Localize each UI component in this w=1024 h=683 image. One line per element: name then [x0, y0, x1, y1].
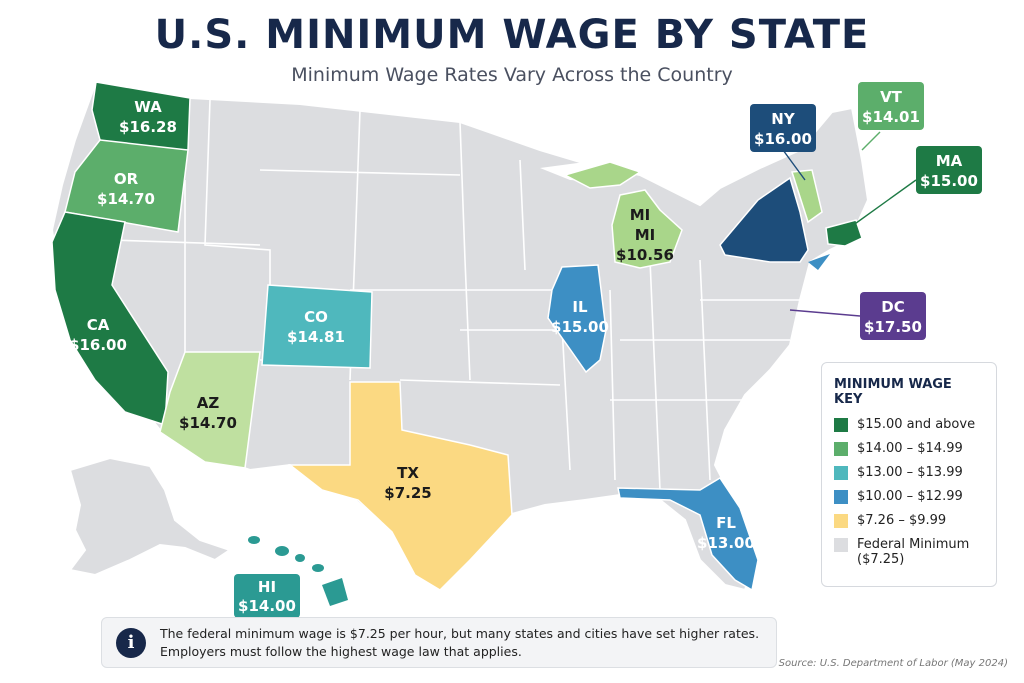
legend-item: $14.00 – $14.99 — [834, 441, 984, 456]
callout-hi[interactable]: HI $14.00 — [234, 574, 300, 618]
legend-swatch — [834, 538, 848, 552]
callout-vt[interactable]: VT $14.01 — [858, 82, 924, 130]
label-mi-abbr-upper: MI — [630, 206, 651, 224]
legend-label: $10.00 – $12.99 — [857, 489, 963, 504]
state-fl[interactable] — [617, 476, 759, 592]
label-ca-abbr: CA — [87, 316, 110, 334]
legend-item: Federal Minimum ($7.25) — [834, 537, 984, 567]
info-banner: i The federal minimum wage is $7.25 per … — [101, 617, 777, 668]
callout-ny-wage: $16.00 — [754, 130, 812, 148]
label-co-abbr: CO — [304, 308, 328, 326]
callout-ma[interactable]: MA $15.00 — [916, 146, 982, 194]
legend-item: $10.00 – $12.99 — [834, 489, 984, 504]
map-subtitle: Minimum Wage Rates Vary Across the Count… — [291, 64, 733, 86]
state-nj-strip — [808, 254, 830, 270]
callout-hi-abbr: HI — [258, 578, 276, 596]
legend-label: $7.26 – $9.99 — [857, 513, 947, 528]
callout-ny-abbr: NY — [771, 110, 796, 128]
label-az-wage: $14.70 — [179, 414, 237, 432]
callout-vt-wage: $14.01 — [862, 108, 920, 126]
state-il[interactable] — [547, 264, 607, 374]
state-az[interactable] — [159, 351, 261, 469]
label-mi-wage: $10.56 — [616, 246, 674, 264]
state-mi[interactable] — [611, 189, 683, 269]
state-ca[interactable] — [51, 211, 169, 427]
label-mi-abbr: MI — [635, 226, 656, 244]
state-mi-upper[interactable] — [562, 161, 642, 189]
map-title: U.S. MINIMUM WAGE BY STATE — [154, 12, 870, 58]
state-co[interactable] — [261, 284, 373, 369]
callout-dc-abbr: DC — [881, 298, 904, 316]
callout-lines — [782, 131, 917, 317]
callout-ny[interactable]: NY $16.00 — [750, 104, 816, 152]
state-tx[interactable] — [287, 381, 513, 591]
label-tx-abbr: TX — [397, 464, 419, 482]
legend-label: $13.00 – $13.99 — [857, 465, 963, 480]
label-wa-wage: $16.28 — [119, 118, 177, 136]
callout-dc-wage: $17.50 — [864, 318, 922, 336]
state-ny[interactable] — [719, 176, 809, 263]
state-hi[interactable] — [248, 536, 348, 606]
state-ma[interactable] — [825, 219, 863, 247]
label-fl-wage: $13.00 — [697, 534, 755, 552]
legend-panel: MINIMUM WAGE KEY $15.00 and above $14.00 … — [821, 362, 997, 587]
legend-list: $15.00 and above $14.00 – $14.99 $13.00 – … — [834, 417, 984, 567]
callout-dc[interactable]: DC $17.50 — [860, 292, 926, 340]
info-text: The federal minimum wage is $7.25 per ho… — [160, 625, 760, 659]
info-icon: i — [116, 627, 146, 658]
legend-swatch — [834, 418, 848, 432]
legend-label: Federal Minimum ($7.25) — [857, 537, 970, 567]
alaska-shape — [68, 456, 233, 577]
legend-swatch — [834, 490, 848, 504]
label-tx-wage: $7.25 — [384, 484, 431, 502]
state-vt[interactable] — [791, 169, 823, 224]
label-ca-wage: $16.00 — [69, 336, 127, 354]
label-or-wage: $14.70 — [97, 190, 155, 208]
legend-label: $14.00 – $14.99 — [857, 441, 963, 456]
label-fl-abbr: FL — [716, 514, 736, 532]
legend-label: $15.00 and above — [857, 417, 976, 432]
legend-item: $7.26 – $9.99 — [834, 513, 984, 528]
legend-item: $15.00 and above — [834, 417, 984, 432]
label-or-abbr: OR — [114, 170, 139, 188]
callout-ma-wage: $15.00 — [920, 172, 978, 190]
source-note: Source: U.S. Department of Labor (May 20… — [778, 658, 1008, 669]
label-az-abbr: AZ — [197, 394, 220, 412]
callout-vt-abbr: VT — [880, 88, 903, 106]
label-wa-abbr: WA — [134, 98, 162, 116]
legend-swatch — [834, 514, 848, 528]
label-co-wage: $14.81 — [287, 328, 345, 346]
legend-swatch — [834, 466, 848, 480]
callout-ma-abbr: MA — [936, 152, 963, 170]
label-il-abbr: IL — [572, 298, 588, 316]
legend-title: MINIMUM WAGE KEY — [834, 377, 952, 407]
label-il-wage: $15.00 — [551, 318, 609, 336]
callout-hi-wage: $14.00 — [238, 597, 296, 615]
legend-swatch — [834, 442, 848, 456]
legend-item: $13.00 – $13.99 — [834, 465, 984, 480]
